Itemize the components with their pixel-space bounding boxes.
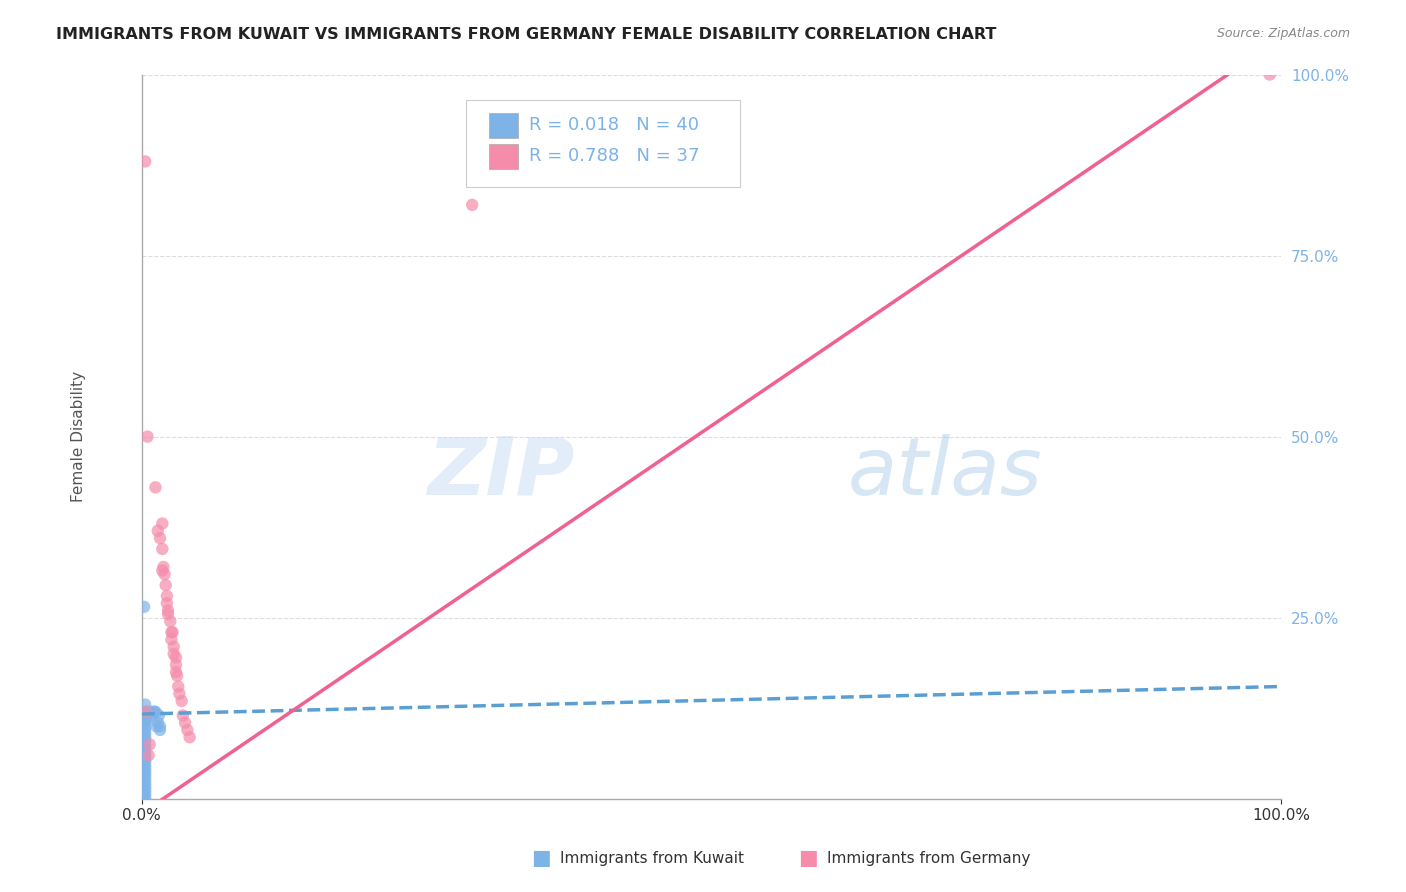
Point: [134, 748, 156, 763]
Text: atlas: atlas: [848, 434, 1043, 512]
Point: [134, 154, 156, 169]
Point: [166, 668, 188, 682]
Point: [134, 766, 156, 780]
FancyBboxPatch shape: [489, 112, 517, 138]
Point: [169, 687, 191, 701]
Point: [155, 578, 177, 592]
Point: [170, 694, 193, 708]
Point: [153, 567, 176, 582]
Point: [138, 748, 160, 763]
Point: [134, 756, 156, 770]
Point: [134, 712, 156, 726]
Point: [134, 730, 156, 744]
Point: [165, 665, 187, 679]
Point: [146, 524, 169, 538]
Point: [152, 560, 174, 574]
Point: [150, 541, 173, 556]
Text: Immigrants from Kuwait: Immigrants from Kuwait: [560, 851, 744, 865]
Point: [132, 788, 155, 802]
Text: IMMIGRANTS FROM KUWAIT VS IMMIGRANTS FROM GERMANY FEMALE DISABILITY CORRELATION : IMMIGRANTS FROM KUWAIT VS IMMIGRANTS FRO…: [56, 27, 997, 42]
Point: [134, 719, 156, 733]
Point: [165, 657, 187, 672]
Point: [134, 770, 156, 784]
Point: [145, 719, 167, 733]
Point: [135, 705, 157, 719]
Text: ■: ■: [799, 848, 818, 868]
Point: [132, 599, 155, 614]
FancyBboxPatch shape: [489, 144, 517, 169]
Text: Immigrants from Germany: Immigrants from Germany: [827, 851, 1031, 865]
Point: [143, 705, 166, 719]
Point: [134, 723, 156, 737]
Text: R = 0.018   N = 40: R = 0.018 N = 40: [529, 116, 699, 134]
Point: [139, 705, 162, 719]
Point: [148, 708, 170, 723]
Point: [167, 680, 190, 694]
Point: [1258, 68, 1281, 82]
Point: [135, 712, 157, 726]
Point: [134, 738, 156, 752]
Point: [134, 773, 156, 788]
Y-axis label: Female Disability: Female Disability: [72, 371, 86, 502]
Point: [156, 603, 179, 617]
Point: [145, 480, 167, 494]
Point: [156, 596, 179, 610]
Point: [134, 745, 156, 759]
Text: Source: ZipAtlas.com: Source: ZipAtlas.com: [1216, 27, 1350, 40]
Text: R = 0.788   N = 37: R = 0.788 N = 37: [529, 147, 700, 165]
Point: [134, 698, 156, 712]
FancyBboxPatch shape: [467, 100, 740, 186]
Point: [160, 625, 183, 640]
Point: [134, 791, 156, 805]
Point: [179, 730, 201, 744]
Point: [134, 752, 156, 766]
Point: [172, 708, 194, 723]
Point: [150, 516, 173, 531]
Point: [134, 763, 156, 777]
Point: [141, 708, 163, 723]
Point: [134, 726, 156, 740]
Point: [135, 708, 157, 723]
Point: [134, 741, 156, 756]
Point: [150, 564, 173, 578]
Text: ■: ■: [531, 848, 551, 868]
Point: [156, 607, 179, 621]
Point: [139, 738, 162, 752]
Point: [149, 531, 172, 545]
Point: [134, 759, 156, 773]
Point: [160, 632, 183, 647]
Point: [135, 705, 157, 719]
Point: [176, 723, 198, 737]
Point: [149, 719, 172, 733]
Point: [149, 723, 172, 737]
Point: [134, 734, 156, 748]
Point: [142, 705, 165, 719]
Point: [163, 647, 186, 661]
Point: [134, 715, 156, 730]
Point: [162, 625, 184, 640]
Point: [136, 430, 159, 444]
Point: [134, 777, 156, 791]
Point: [163, 640, 186, 654]
Point: [156, 589, 179, 603]
Text: ZIP: ZIP: [427, 434, 575, 512]
Point: [174, 715, 197, 730]
Point: [159, 615, 181, 629]
Point: [461, 198, 484, 212]
Point: [145, 705, 167, 719]
Point: [134, 784, 156, 798]
Point: [134, 780, 156, 795]
Point: [134, 705, 156, 719]
Point: [134, 788, 156, 802]
Point: [146, 715, 169, 730]
Point: [165, 650, 187, 665]
